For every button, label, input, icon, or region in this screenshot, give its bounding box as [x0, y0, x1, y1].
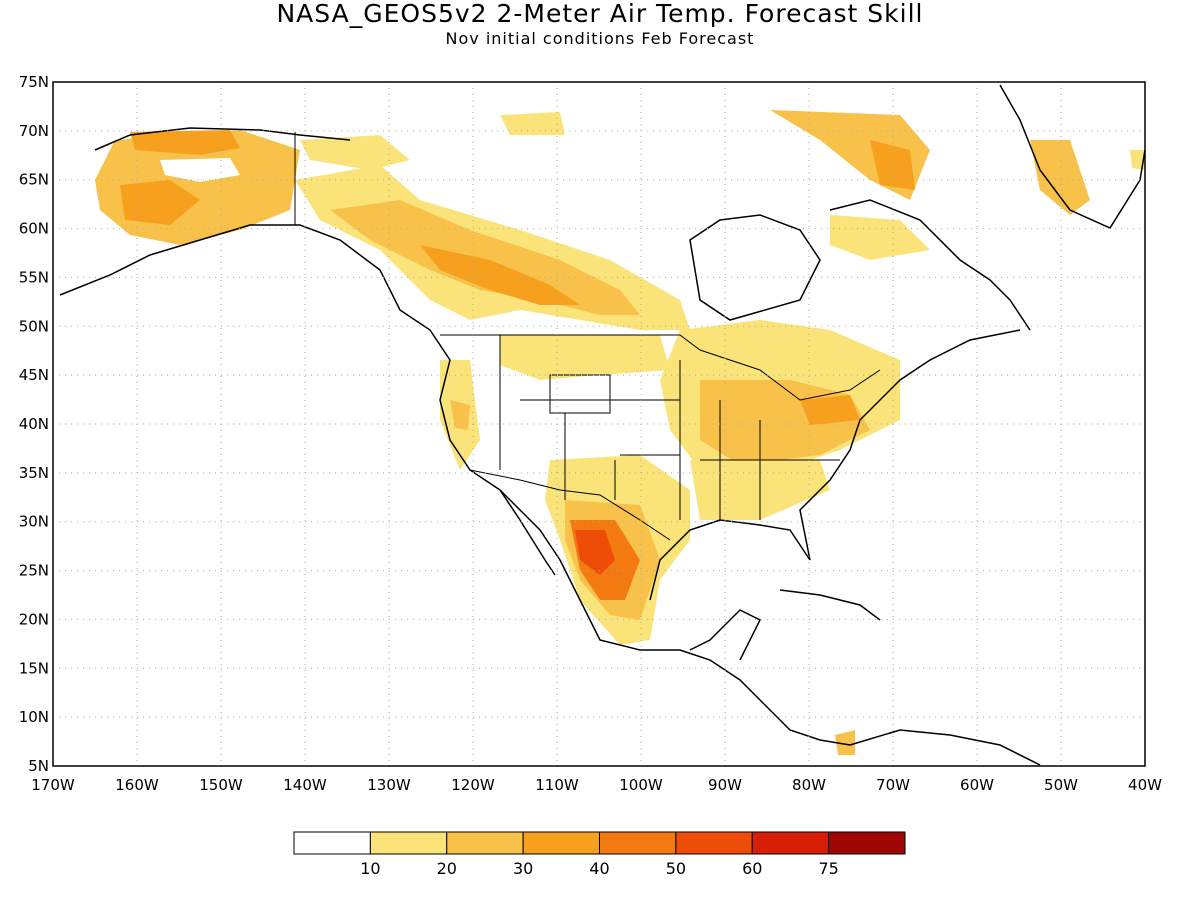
shade-arctic-islands [500, 112, 565, 135]
shade-canada-band-core [420, 245, 580, 305]
coast-baja [499, 489, 556, 576]
shade-alaska-core [120, 180, 200, 225]
legend-swatch [522, 831, 600, 855]
legend-swatch [675, 831, 753, 855]
lat-tick-label: 5N [28, 757, 49, 775]
lon-tick-label: 100W [619, 776, 663, 794]
shade-west-coast-core [450, 400, 470, 430]
lon-tick-label: 50W [1044, 776, 1078, 794]
shade-montana [500, 335, 670, 380]
longitude-axis: 170W 160W 150W 140W 130W 120W 110W 100W 90W 80W 70… [31, 776, 1162, 794]
lat-tick-label: 10N [19, 708, 49, 726]
shade-north-canada [300, 135, 410, 170]
lat-tick-label: 50N [19, 317, 49, 335]
latitude-axis: 75N 70N 65N 60N 55N 50N 45N 40N 35N 30N 25N 20N 15N 1… [19, 73, 49, 775]
lat-tick-label: 40N [19, 415, 49, 433]
lon-tick-label: 60W [960, 776, 994, 794]
legend-label: 75 [818, 859, 838, 878]
legend-swatch [828, 831, 906, 855]
lon-tick-label: 140W [283, 776, 327, 794]
legend-swatch [293, 831, 371, 855]
lon-tick-label: 90W [708, 776, 742, 794]
lat-tick-label: 60N [19, 220, 49, 238]
coast-labrador [829, 199, 1031, 331]
shade-greenland-east [1130, 150, 1145, 170]
lat-tick-label: 35N [19, 464, 49, 482]
legend-label: 40 [589, 859, 609, 878]
political-borders-layer [294, 132, 881, 541]
plot-frame [52, 81, 1146, 767]
color-legend: 10 20 30 40 50 60 75 [293, 831, 906, 878]
lon-tick-label: 40W [1128, 776, 1162, 794]
shade-mexico-peak [575, 530, 615, 575]
lat-tick-label: 75N [19, 73, 49, 91]
lat-tick-label: 55N [19, 268, 49, 286]
lon-tick-label: 70W [876, 776, 910, 794]
lon-tick-label: 150W [199, 776, 243, 794]
legend-swatch [369, 831, 448, 855]
coast-north-alaska [94, 127, 351, 151]
chart-title: NASA_GEOS5v2 2-Meter Air Temp. Forecast … [276, 0, 924, 28]
legend-label: 30 [513, 859, 533, 878]
lat-tick-label: 25N [19, 562, 49, 580]
lon-tick-label: 110W [535, 776, 579, 794]
shade-alaska-white [160, 158, 240, 182]
lon-tick-label: 160W [115, 776, 159, 794]
border-us-canada [440, 334, 881, 401]
shade-caribbean [835, 730, 855, 755]
legend-label: 50 [666, 859, 686, 878]
shade-hudson-east [830, 215, 930, 260]
lon-tick-label: 120W [451, 776, 495, 794]
lat-tick-label: 15N [19, 659, 49, 677]
border-states-1 [499, 335, 840, 520]
chart-subtitle: Nov initial conditions Feb Forecast [445, 29, 755, 48]
legend-label: 10 [360, 859, 380, 878]
legend-swatch [751, 831, 830, 855]
grid-layer [53, 82, 1145, 766]
coast-yucatan [689, 609, 762, 661]
lat-tick-label: 30N [19, 513, 49, 531]
lat-tick-label: 20N [19, 610, 49, 628]
legend-swatch [599, 831, 677, 855]
lat-tick-label: 70N [19, 122, 49, 140]
skill-shading-layer [95, 110, 1145, 755]
shade-greenland [1030, 140, 1090, 215]
lat-tick-label: 45N [19, 366, 49, 384]
coast-gulf [649, 329, 1021, 601]
coast-cuba [779, 589, 881, 621]
lon-tick-label: 130W [367, 776, 411, 794]
lat-tick-label: 65N [19, 171, 49, 189]
lon-tick-label: 170W [31, 776, 75, 794]
lon-tick-label: 80W [792, 776, 826, 794]
legend-label: 20 [437, 859, 457, 878]
shade-baffin-core [870, 140, 915, 190]
shade-alaska-north [130, 130, 240, 155]
legend-swatch [446, 831, 524, 855]
border-us-mexico [469, 469, 671, 541]
coast-hudson [689, 214, 821, 321]
legend-label: 60 [742, 859, 762, 878]
coast-southamerica [849, 729, 1041, 766]
shade-pennsylvania [800, 395, 860, 425]
